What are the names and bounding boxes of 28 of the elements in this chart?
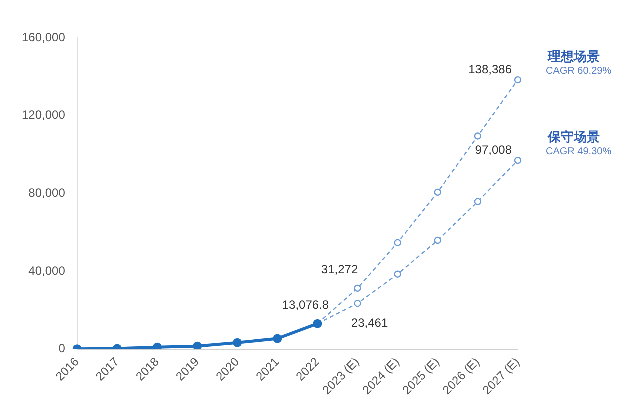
point [434, 236, 442, 244]
annotation: CAGR 60.29% [546, 66, 612, 77]
data-label: 23,461 [351, 316, 388, 330]
text: 理想场景 [547, 48, 600, 65]
point [394, 270, 402, 278]
y-tick-label: 80,000 [28, 186, 66, 200]
y-tick-label: 160,000 [22, 30, 66, 44]
data-label: 138,386 [468, 62, 512, 76]
point [514, 76, 522, 84]
text: 保守场景 [547, 129, 600, 146]
data-label: 13,076.8 [282, 298, 330, 312]
point [152, 342, 162, 350]
annotation: CAGR 49.30% [546, 146, 612, 158]
point [233, 338, 242, 348]
point [474, 198, 482, 206]
point [434, 188, 442, 196]
data-label: 31,272 [321, 262, 358, 277]
y-tick-label: 0 [58, 342, 66, 356]
y-tick-label: 120,000 [22, 108, 66, 122]
y-tick-label: 40,000 [28, 264, 66, 278]
data-label: 97,008 [475, 142, 512, 157]
point [474, 132, 482, 140]
point [273, 334, 282, 344]
point [354, 300, 362, 308]
point [193, 342, 202, 350]
point [394, 239, 402, 246]
point [354, 284, 362, 292]
point [514, 156, 522, 164]
